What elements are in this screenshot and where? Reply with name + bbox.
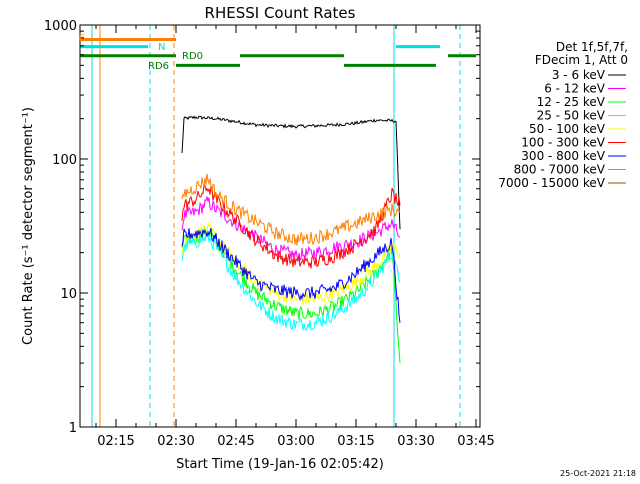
y-axis: 1 10 100 1000 [44,19,480,436]
legend-label-12-25-kev: 12 - 25 keV [537,95,606,109]
x-tick-label-0: 02:15 [97,434,134,449]
series-line-300-800-kev [181,227,401,323]
y-axis-label: Count Rate (s⁻¹ detector segment⁻¹) [21,107,36,345]
legend-label-50-100-kev: 50 - 100 keV [529,122,606,136]
legend-label-300-800-kev: 300 - 800 keV [521,149,605,163]
series-layer [181,115,401,364]
annotation-e: E [79,34,85,44]
series-line-12-25-kev [181,226,401,364]
y-tick-label-1: 10 [60,287,77,302]
legend-label-800-7000-kev: 800 - 7000 keV [514,163,606,177]
annotations-layer: N RD0 RD6 E [79,34,203,72]
legend-label-6-12-kev: 6 - 12 keV [544,82,606,96]
footer-timestamp: 25-Oct-2021 21:18 [560,469,636,478]
x-tick-label-1: 02:30 [157,434,194,449]
y-tick-label-3: 1000 [44,19,77,34]
marker-lines-layer [91,25,461,427]
legend-label-25-50-kev: 25 - 50 keV [537,109,606,123]
legend-label-100-300-kev: 100 - 300 keV [521,136,605,150]
x-axis-label: Start Time (19-Jan-16 02:05:42) [176,457,384,472]
y-tick-label-2: 100 [52,153,77,168]
x-tick-label-5: 03:30 [397,434,434,449]
x-tick-label-6: 03:45 [457,434,494,449]
series-line-6-12-kev [181,196,401,262]
x-tick-label-4: 03:15 [337,434,374,449]
chart-title: RHESSI Count Rates [205,4,356,22]
legend-label-7000-15000-kev: 7000 - 15000 keV [498,176,605,190]
x-axis: 02:15 02:30 02:45 03:00 03:15 03:30 03:45 [95,25,495,449]
x-tick-label-3: 03:00 [277,434,314,449]
legend-header-0: Det 1f,5f,7f, [556,40,628,54]
legend-label-3-6-kev: 3 - 6 keV [552,68,606,82]
legend-header-1: FDecim 1, Att 0 [535,53,628,67]
plot-frame [79,24,481,428]
flag-bars-layer [80,37,476,67]
y-tick-label-0: 1 [69,421,77,436]
annotation-n: N [158,42,165,53]
annotation-rd0: RD0 [182,51,203,62]
x-tick-label-2: 02:45 [217,434,254,449]
series-line-800-7000-kev [181,173,401,246]
annotation-rd6: RD6 [148,61,169,72]
series-line-3-6-kev [181,115,401,230]
